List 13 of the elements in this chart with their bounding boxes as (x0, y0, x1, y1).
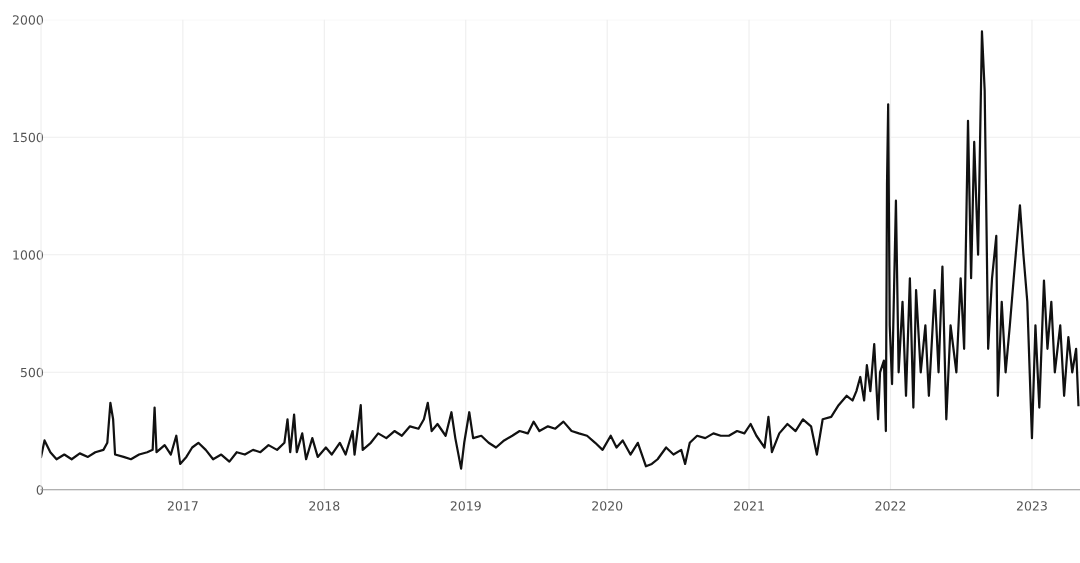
x-tick-label: 2022 (875, 501, 906, 511)
x-tick-label: 2023 (1016, 501, 1047, 511)
x-tick-label: 2021 (734, 501, 764, 511)
x-tick-label: 2019 (450, 501, 481, 511)
y-tick-label: 0 (36, 485, 43, 495)
y-tick-label: 2000 (12, 15, 43, 25)
y-tick-label: 1500 (13, 132, 43, 143)
x-tick-label: 2018 (309, 501, 340, 511)
line-series (41, 30, 1080, 470)
x-tick-label: 2020 (592, 501, 623, 511)
y-tick-label: 500 (20, 367, 43, 378)
y-tick-label: 1000 (13, 250, 43, 260)
x-tick-label: 2017 (167, 501, 198, 511)
